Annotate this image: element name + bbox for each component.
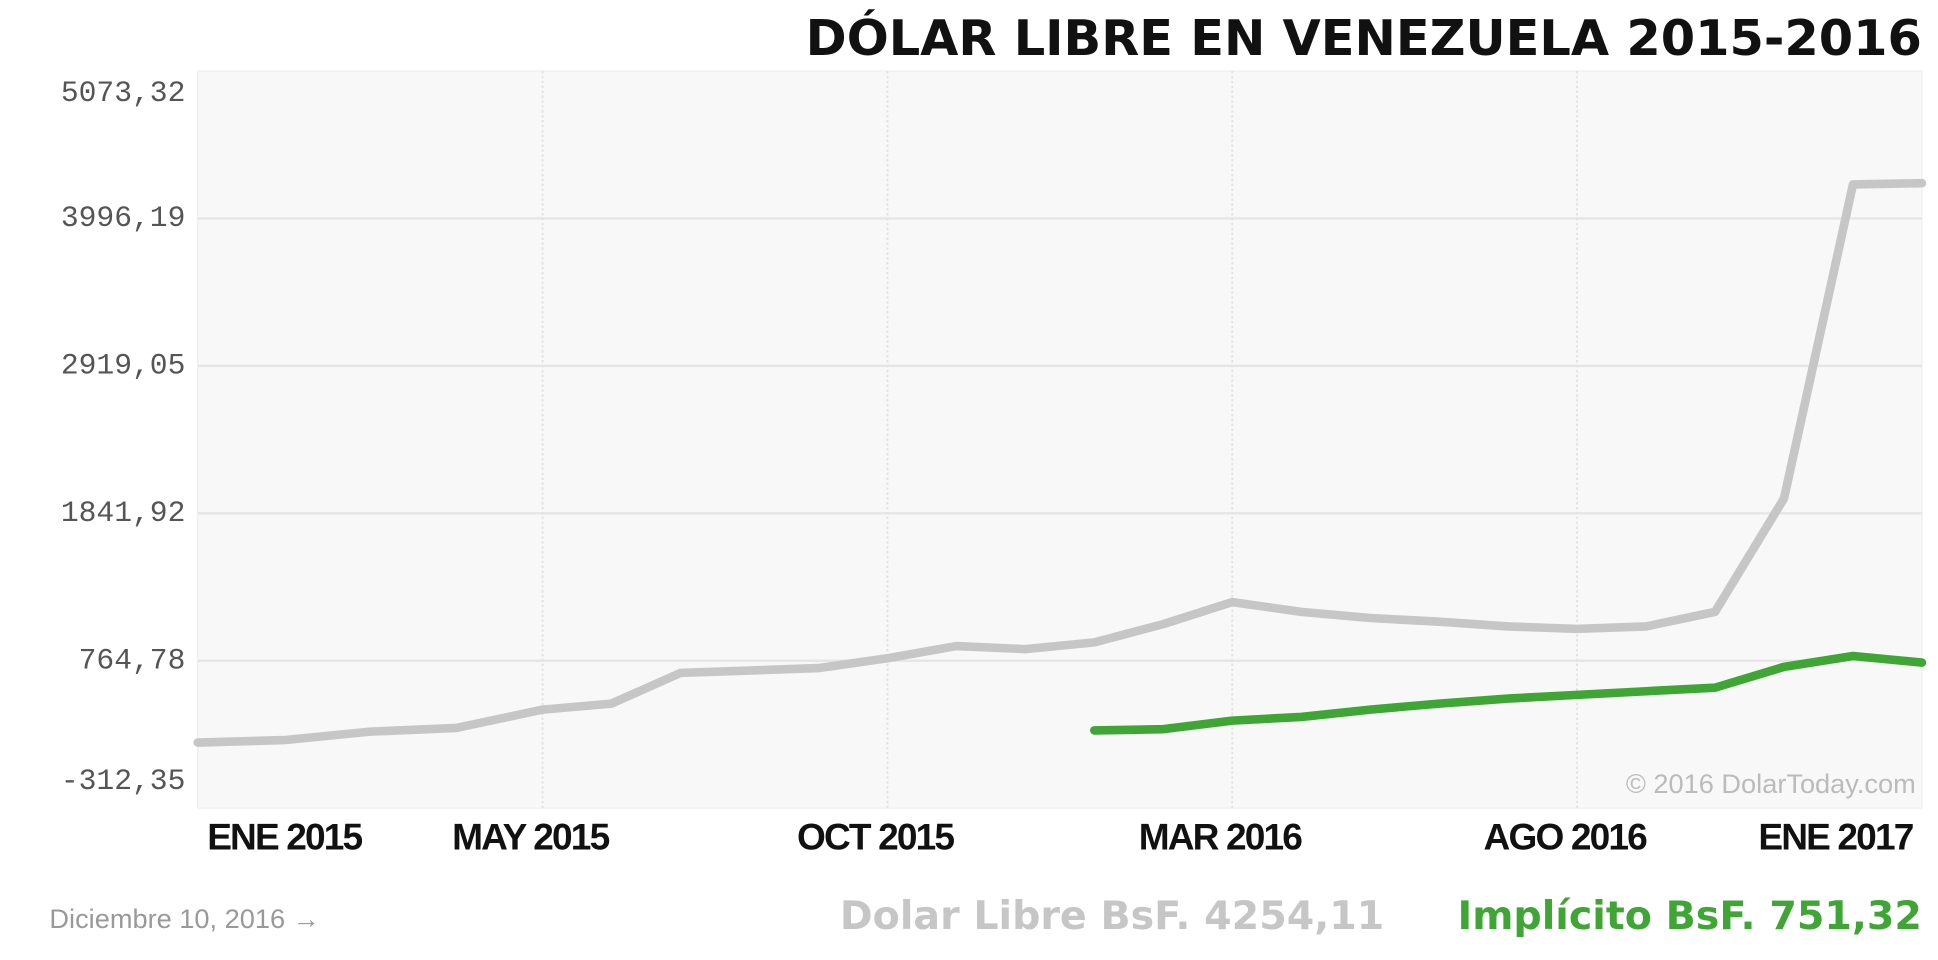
legend-entry: Implícito BsF. 751,32 — [1458, 893, 1922, 939]
legend-entry: Dolar Libre BsF. 4254,11 — [840, 893, 1384, 939]
x-tick-label: ENE 2015 — [207, 817, 362, 858]
x-tick-label: OCT 2015 — [797, 817, 954, 858]
y-tick-label: 5073,32 — [61, 76, 186, 110]
y-tick-label: 1841,92 — [61, 496, 186, 530]
plot-area — [197, 70, 1923, 809]
x-tick-label: AGO 2016 — [1484, 817, 1648, 858]
x-tick-label: MAY 2015 — [452, 817, 610, 858]
series-line — [193, 178, 1927, 747]
chart-title: DÓLAR LIBRE EN VENEZUELA 2015-2016 — [806, 8, 1922, 67]
x-tick-label: ENE 2017 — [1758, 817, 1912, 858]
y-tick-label: 3996,19 — [61, 201, 186, 235]
y-tick-label: 2919,05 — [61, 349, 186, 383]
x-tick-label: MAR 2016 — [1139, 817, 1303, 858]
date-note: Diciembre 10, 2016 → — [49, 904, 319, 934]
y-tick-label: -312,35 — [61, 764, 186, 798]
series-line — [1090, 651, 1927, 735]
y-tick-label: 764,78 — [79, 644, 186, 678]
watermark: © 2016 DolarToday.com — [1626, 769, 1916, 799]
